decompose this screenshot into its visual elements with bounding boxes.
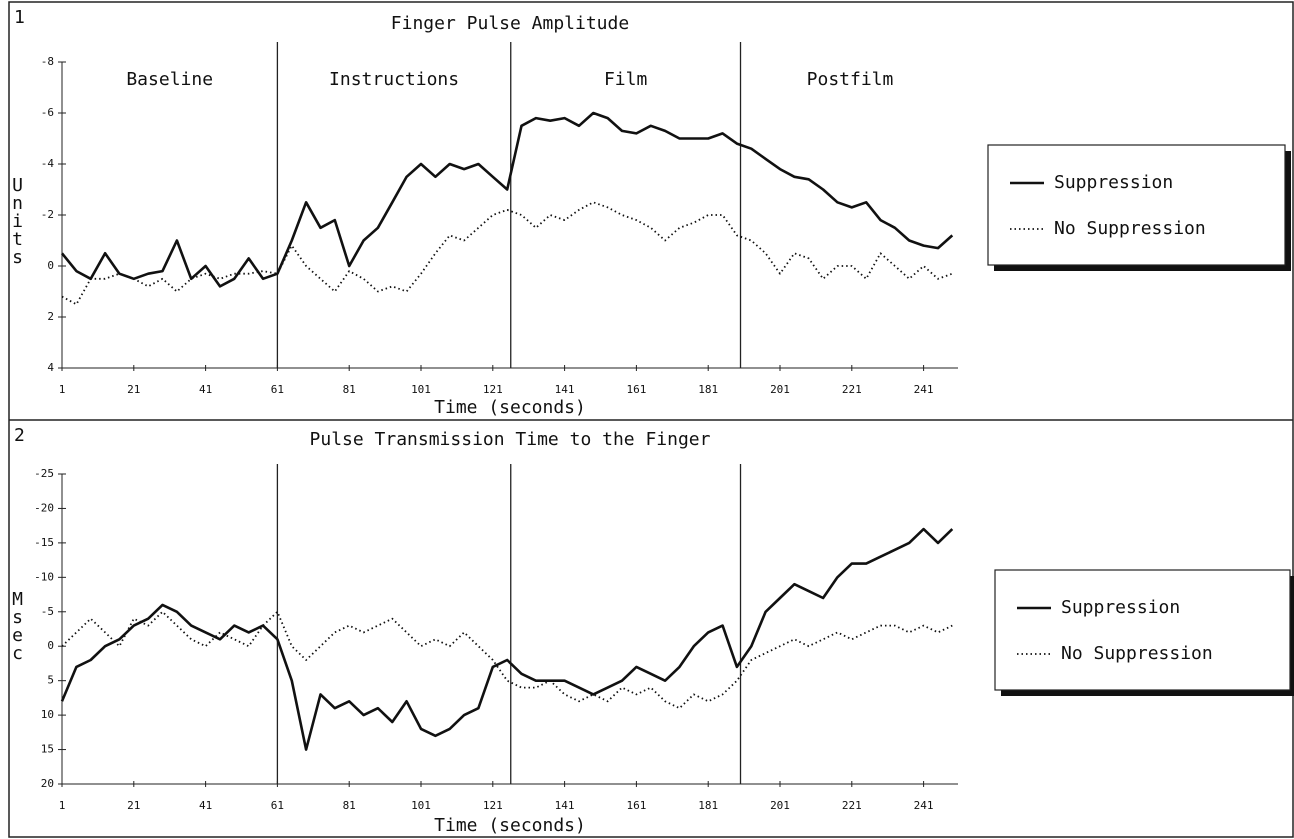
x-tick-label: 61 [271, 383, 284, 396]
y-tick-label: -8 [41, 55, 54, 68]
phase-label: Instructions [329, 69, 459, 90]
x-tick-label: 21 [127, 383, 140, 396]
x-tick-label: 221 [842, 383, 862, 396]
data-line [60, 527, 954, 751]
phase-label: Baseline [126, 69, 213, 90]
data-line [60, 111, 954, 288]
phase-label: Postfilm [807, 69, 894, 90]
y-tick-label: 0 [47, 259, 54, 272]
y-tick-label: -15 [34, 536, 54, 549]
chart-title: Finger Pulse Amplitude [391, 13, 629, 34]
legend-box [987, 144, 1286, 266]
y-tick-label: -20 [34, 501, 54, 514]
y-tick-label: 10 [41, 708, 54, 721]
legend-label: No Suppression [1061, 643, 1213, 664]
legend-box [994, 569, 1291, 691]
x-tick-label: 181 [698, 383, 718, 396]
x-tick-label: 121 [483, 383, 503, 396]
x-tick-label: 41 [199, 383, 212, 396]
x-tick-label: 1 [59, 383, 66, 396]
x-tick-label: 201 [770, 799, 790, 812]
x-tick-label: 161 [626, 383, 646, 396]
y-tick-label: 15 [41, 743, 54, 756]
x-tick-label: 41 [199, 799, 212, 812]
y-tick-label: -4 [41, 157, 55, 170]
x-axis-label: Time (seconds) [434, 397, 586, 418]
legend-label: Suppression [1061, 597, 1180, 618]
y-tick-label: 20 [41, 777, 54, 790]
y-tick-label: -6 [41, 106, 54, 119]
x-tick-label: 61 [271, 799, 284, 812]
x-tick-label: 161 [626, 799, 646, 812]
y-axis-label: Units [7, 175, 28, 265]
panel-number: 2 [14, 425, 25, 446]
x-tick-label: 201 [770, 383, 790, 396]
legend-label: No Suppression [1054, 218, 1206, 239]
x-tick-label: 141 [555, 383, 575, 396]
y-tick-label: -2 [41, 208, 54, 221]
y-tick-label: -5 [41, 605, 54, 618]
x-tick-label: 101 [411, 799, 431, 812]
chart-title: Pulse Transmission Time to the Finger [310, 429, 711, 450]
x-tick-label: 141 [555, 799, 575, 812]
x-tick-label: 101 [411, 383, 431, 396]
y-tick-label: 0 [47, 639, 54, 652]
x-tick-label: 221 [842, 799, 862, 812]
x-tick-label: 81 [343, 799, 356, 812]
legend-label: Suppression [1054, 172, 1173, 193]
y-tick-label: 4 [47, 361, 54, 374]
x-tick-label: 181 [698, 799, 718, 812]
data-line [61, 201, 953, 306]
y-tick-label: 2 [47, 310, 54, 323]
y-tick-label: -10 [34, 570, 54, 583]
x-tick-label: 21 [127, 799, 140, 812]
panel-number: 1 [14, 7, 25, 28]
y-axis-label: Msec [7, 589, 28, 661]
y-tick-label: -25 [34, 467, 54, 480]
phase-label: Film [604, 69, 647, 90]
x-tick-label: 241 [914, 383, 934, 396]
data-line [61, 610, 953, 710]
y-tick-label: 5 [47, 674, 54, 687]
x-tick-label: 241 [914, 799, 934, 812]
x-tick-label: 81 [343, 383, 356, 396]
x-tick-label: 1 [59, 799, 66, 812]
x-tick-label: 121 [483, 799, 503, 812]
x-axis-label: Time (seconds) [434, 815, 586, 836]
